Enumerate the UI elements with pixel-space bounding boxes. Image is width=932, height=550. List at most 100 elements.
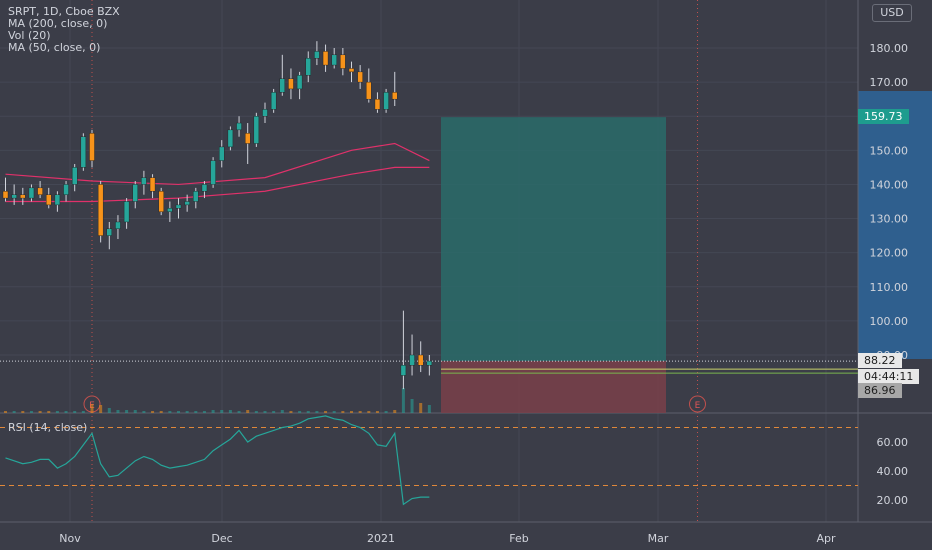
volume-bar	[350, 411, 353, 413]
volume-bar	[107, 408, 111, 413]
candle-body	[288, 78, 294, 90]
target-zone[interactable]	[441, 117, 666, 362]
volume-bar	[29, 411, 33, 413]
candle-body	[392, 92, 398, 100]
volume-bar	[272, 411, 276, 413]
price-tick-label: 100.00	[870, 315, 909, 328]
candle-body	[383, 92, 389, 110]
volume-bar	[254, 411, 258, 413]
volume-bar	[116, 410, 120, 413]
candle-body	[71, 167, 78, 185]
candle-body	[219, 146, 225, 161]
legend-ma50: MA (50, close, 0)	[8, 41, 101, 54]
rsi-tick-label: 40.00	[877, 465, 909, 478]
candle-body	[314, 51, 320, 59]
volume-bar	[298, 411, 302, 413]
legend-title: SRPT, 1D, Cboe BZX	[8, 5, 120, 18]
price-tick-label: 110.00	[870, 281, 909, 294]
candle-body	[132, 184, 138, 202]
volume-bar	[159, 411, 163, 413]
candle-body	[305, 58, 311, 76]
candle-body	[331, 54, 337, 66]
volume-bar	[142, 411, 146, 413]
volume-bar	[367, 411, 371, 413]
volume-bar	[64, 411, 68, 413]
ma-200-line	[5, 166, 430, 203]
volume-bar	[211, 410, 215, 413]
candle-body	[279, 78, 285, 93]
volume-bar	[47, 411, 51, 413]
volume-bar	[133, 410, 137, 413]
time-label-mar: Mar	[647, 532, 669, 545]
candle-body	[348, 68, 355, 73]
currency-badge[interactable]: USD	[872, 4, 912, 22]
candle-body	[201, 184, 208, 192]
candle-body	[175, 204, 182, 209]
candle-body	[296, 75, 303, 90]
candle-body	[340, 54, 346, 69]
volume-bar	[177, 411, 180, 413]
earnings-marker-label: E	[695, 401, 701, 411]
price-tick-label: 120.00	[870, 247, 909, 260]
price-tick-label: 130.00	[870, 213, 909, 226]
volume-bar	[427, 405, 431, 413]
candle-body	[262, 109, 268, 117]
volume-bar	[324, 411, 328, 413]
volume-bar	[246, 410, 250, 413]
volume-bar	[289, 411, 293, 413]
price-tick-label: 150.00	[870, 144, 909, 157]
candle-body	[11, 194, 17, 199]
earnings-marker-icon[interactable]	[689, 395, 706, 413]
stop-zone[interactable]	[441, 361, 666, 413]
volume-bar	[99, 405, 103, 413]
rsi-legend: RSI (14, close)	[8, 421, 88, 434]
candle-body	[366, 81, 372, 100]
candle-body	[244, 133, 251, 144]
candle-body	[46, 194, 52, 206]
volume-bar	[306, 411, 310, 413]
candle-body	[357, 71, 363, 83]
stop-price-tag: 86.96	[858, 383, 902, 398]
volume-bar	[332, 411, 336, 413]
time-label-nov: Nov	[59, 532, 81, 545]
candle-body	[193, 191, 199, 202]
candle-body	[322, 51, 329, 66]
volume-bar	[341, 411, 345, 413]
volume-bar	[384, 411, 388, 413]
volume-bar	[375, 411, 379, 413]
candle-body	[106, 228, 113, 236]
volume-bar	[168, 411, 172, 413]
candle-body	[210, 160, 216, 185]
volume-bar	[220, 410, 224, 413]
candle-body	[80, 136, 87, 168]
volume-bar	[38, 411, 42, 413]
legend-ma200: MA (200, close, 0)	[8, 17, 108, 30]
volume-bar	[12, 411, 16, 413]
candle-body	[89, 133, 95, 161]
candle-body	[426, 360, 433, 366]
candle-body	[400, 365, 407, 376]
volume-bar	[73, 411, 77, 413]
candle-body	[149, 177, 156, 192]
volume-bar	[237, 411, 241, 413]
rsi-tick-label: 20.00	[877, 494, 909, 507]
time-label-apr: Apr	[816, 532, 836, 545]
price-tick-label: 170.00	[870, 76, 909, 89]
volume-bar	[194, 411, 198, 413]
time-label-feb: Feb	[509, 532, 529, 545]
volume-bar	[125, 410, 129, 413]
rsi-line	[5, 415, 430, 506]
volume-bar	[228, 410, 232, 413]
candle-body	[418, 354, 424, 366]
volume-bar	[202, 411, 206, 413]
candle-body	[54, 194, 61, 206]
volume-bar	[401, 388, 405, 413]
candle-body	[236, 122, 242, 131]
legend-vol: Vol (20)	[8, 29, 51, 42]
candle-body	[409, 354, 415, 366]
candle-body	[97, 184, 104, 236]
volume-bar	[393, 410, 397, 413]
candle-body	[270, 92, 277, 110]
candle-body	[28, 187, 35, 199]
